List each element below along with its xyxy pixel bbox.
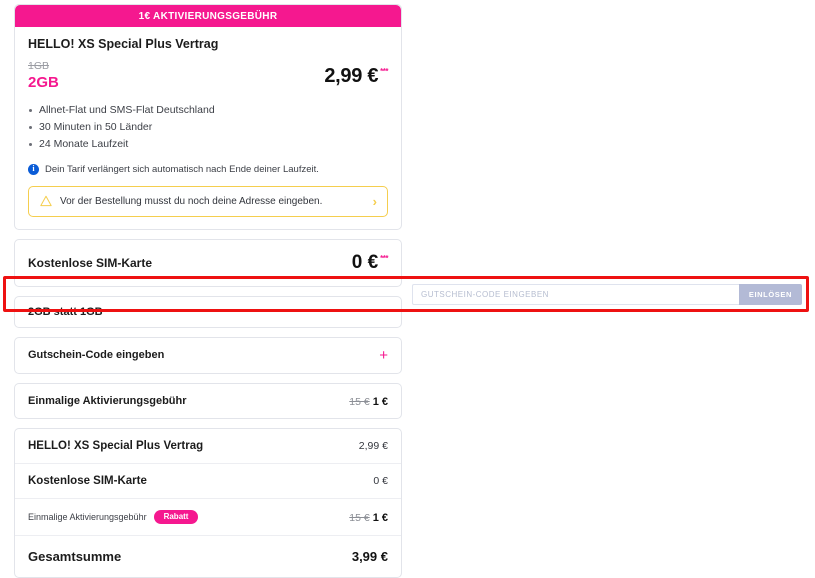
warning-triangle-icon: [40, 195, 52, 207]
promo-row: 2GB statt 1GB: [14, 295, 402, 328]
tariff-title: HELLO! XS Special Plus Vertrag: [28, 37, 219, 51]
activation-fee-old-price: 15 €: [349, 395, 370, 408]
tariff-card-body: HELLO! XS Special Plus Vertrag 1GB 2GB 2…: [15, 27, 401, 229]
coupon-code-input[interactable]: [412, 284, 739, 305]
summary-fee-price: 15 €1 €: [349, 510, 388, 524]
coupon-code-label: Gutschein-Code eingeben: [28, 349, 165, 362]
checkout-page: 1€ AKTIVIERUNGSGEBÜHR HELLO! XS Special …: [3, 4, 809, 578]
tariff-data-volume: 1GB 2GB: [28, 60, 59, 93]
table-row: Kostenlose SIM-Karte 0 €: [15, 464, 401, 499]
activation-fee-label: Einmalige Aktivierungsgebühr: [28, 394, 187, 407]
table-row: Einmalige Aktivierungsgebühr Rabatt 15 €…: [15, 499, 401, 536]
tariff-feature-list: Allnet-Flat und SMS-Flat Deutschland 30 …: [28, 102, 388, 153]
tariff-old-data: 1GB: [28, 60, 50, 72]
table-row: HELLO! XS Special Plus Vertrag 2,99 €: [15, 429, 401, 464]
address-required-alert[interactable]: Vor der Bestellung musst du noch deine A…: [28, 185, 388, 217]
sim-card-label: Kostenlose SIM-Karte: [28, 255, 153, 270]
info-icon: i: [28, 163, 39, 175]
tariff-price-footnote: ***: [380, 67, 388, 77]
activation-fee-row: Einmalige Aktivierungsgebühr 15 €1 €: [14, 382, 402, 419]
cost-summary-card: HELLO! XS Special Plus Vertrag 2,99 € Ko…: [14, 427, 402, 578]
sim-card-price: 0 € ***: [351, 251, 389, 274]
order-summary-column: 1€ AKTIVIERUNGSGEBÜHR HELLO! XS Special …: [14, 4, 402, 578]
total-label: Gesamtsumme: [28, 548, 122, 564]
summary-row-label: HELLO! XS Special Plus Vertrag: [28, 439, 204, 452]
address-required-alert-text: Vor der Bestellung musst du noch deine A…: [60, 195, 323, 207]
redeem-coupon-button[interactable]: EINLÖSEN: [738, 284, 802, 305]
activation-fee-price: 15 €1 €: [349, 394, 388, 408]
summary-fee-label: Einmalige Aktivierungsgebühr: [28, 511, 147, 522]
coupon-code-row[interactable]: Gutschein-Code eingeben +: [14, 336, 402, 374]
summary-row-value: 2,99 €: [358, 439, 388, 452]
tariff-price-value: 2,99 €: [324, 65, 379, 87]
summary-fee-label-wrap: Einmalige Aktivierungsgebühr Rabatt: [28, 509, 199, 524]
tariff-price: 2,99 € ***: [324, 60, 388, 88]
auto-renewal-info: i Dein Tarif verlängert sich automatisch…: [28, 163, 388, 175]
chevron-right-icon[interactable]: ›: [372, 193, 377, 209]
total-value: 3,99 €: [351, 548, 388, 564]
sim-card-row: Kostenlose SIM-Karte 0 € ***: [14, 238, 402, 287]
auto-renewal-info-text: Dein Tarif verlängert sich automatisch n…: [45, 163, 319, 175]
summary-fee-old-price: 15 €: [349, 511, 370, 524]
promo-label: 2GB statt 1GB: [28, 305, 103, 318]
list-item: 30 Minuten in 50 Länder: [28, 119, 388, 136]
coupon-input-group: EINLÖSEN: [412, 284, 802, 305]
tariff-card: 1€ AKTIVIERUNGSGEBÜHR HELLO! XS Special …: [14, 4, 402, 230]
list-item: Allnet-Flat und SMS-Flat Deutschland: [28, 102, 388, 119]
summary-fee-new-price: 1 €: [372, 511, 388, 524]
sim-card-price-footnote: ***: [380, 253, 388, 263]
sim-card-price-value: 0 €: [351, 251, 379, 273]
activation-fee-banner: 1€ AKTIVIERUNGSGEBÜHR: [15, 5, 401, 27]
plus-icon[interactable]: +: [379, 346, 388, 364]
total-row: Gesamtsumme 3,99 €: [15, 536, 401, 577]
tariff-data-price-row: 1GB 2GB 2,99 € ***: [28, 60, 388, 93]
list-item: 24 Monate Laufzeit: [28, 136, 388, 153]
tariff-new-data: 2GB: [28, 74, 59, 92]
status-badge: Rabatt: [153, 509, 199, 524]
activation-fee-new-price: 1 €: [372, 395, 388, 408]
